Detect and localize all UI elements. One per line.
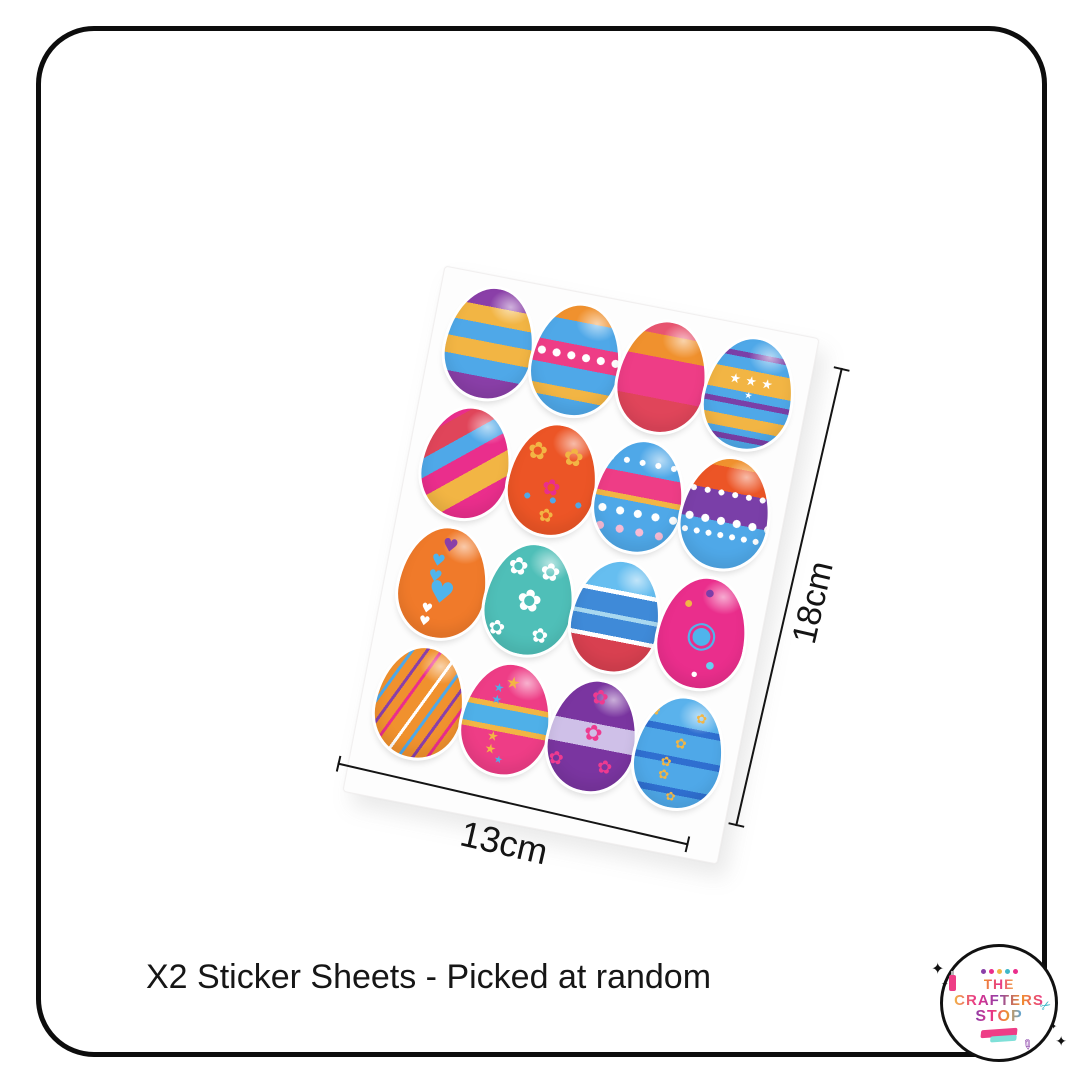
- craft-dot: [1012, 968, 1018, 974]
- glue-bottle-icon: [949, 971, 956, 991]
- egg-pattern-glyph: ✿ ✿: [525, 434, 591, 474]
- egg-sticker-pink-orange-zigzag: [609, 314, 716, 440]
- craft-dot: [996, 968, 1002, 974]
- washi-tape-icon: [980, 1027, 1018, 1039]
- egg-pattern-glyph: ✿ ✿: [648, 701, 724, 731]
- egg-sticker-teal-daisies: ✿ ✿ ✿ ✿ ✿: [476, 537, 583, 662]
- craft-dots-icon: [980, 968, 1018, 974]
- logo-text-crafters: CRAFTERS: [954, 991, 1044, 1009]
- logo-text-the: THE: [983, 975, 1015, 992]
- egg-sticker-blue-gold-stars: ★ ★ ★ ★: [696, 331, 802, 457]
- craft-dot: [1004, 968, 1010, 974]
- egg-sticker-blue-pink-dot-stripes: [586, 434, 692, 560]
- craft-dot: [980, 968, 986, 974]
- egg-sticker-sunset-dotted-waves: [672, 451, 779, 576]
- egg-sticker-magenta-circles: ● ● ◉ ● ●: [649, 571, 755, 696]
- egg-sticker-purple-gold-wave-stripes: [436, 281, 543, 406]
- egg-pattern-glyph: ✿: [589, 684, 611, 711]
- craft-dot: [988, 968, 994, 974]
- sparkle-icon: ✦: [941, 980, 949, 990]
- product-card: ★ ★ ★ ★ ✿ ✿ ✿ ✿ ♥ ♥ ♥ ♥ ♥ ♥ ✿ ✿ ✿ ✿ ✿ ● ● ◉ ● ● ★ ★ ★ ★ ★ ★ ✿…: [36, 26, 1067, 1062]
- egg-pattern-glyph: ✿ ✿: [546, 746, 628, 782]
- egg-sticker-purple-flower-wave: ✿ ✿ ✿ ✿: [539, 674, 646, 799]
- sparkle-icon: ✦: [1055, 1034, 1067, 1050]
- sparkle-icon: ✦: [931, 959, 945, 978]
- brand-logo: ✦ ✦ ✦ ✦ ✂ ✎ THE CRAFTERS STOP: [931, 944, 1067, 1062]
- sparkle-icon: ✦: [1050, 1022, 1057, 1031]
- scissors-icon: ✂: [1037, 996, 1055, 1015]
- product-caption: X2 Sticker Sheets - Picked at random: [146, 958, 712, 996]
- height-dimension-label: 18cm: [785, 557, 841, 648]
- egg-sticker-blue-scallop-flowers: ✿ ✿ ✿ ✿ ✿ ✿: [626, 690, 732, 816]
- pen-icon: ✎: [1018, 1035, 1037, 1054]
- egg-sticker-orange-flower-garden: ✿ ✿ ✿ ✿: [499, 417, 606, 543]
- egg-sticker-blue-waves-red-base: [563, 554, 669, 679]
- logo-text-stop: STOP: [975, 1008, 1023, 1026]
- egg-sticker-blue-orange-dotted-band: [523, 298, 629, 423]
